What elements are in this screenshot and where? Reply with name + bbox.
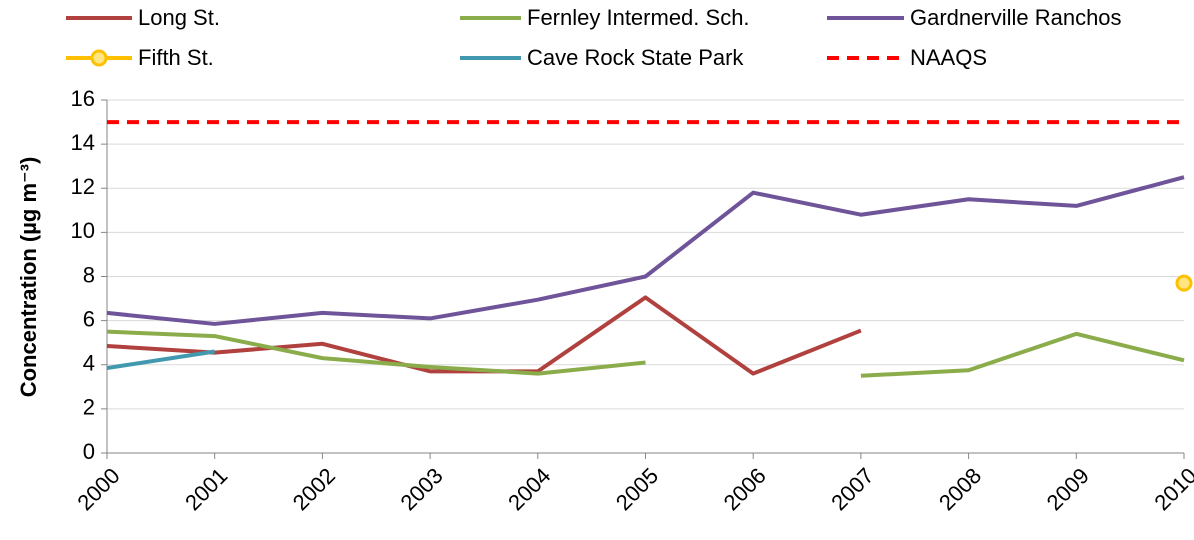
legend-marker <box>90 49 108 67</box>
legend-label: Fernley Intermed. Sch. <box>527 5 750 30</box>
legend-label: Long St. <box>138 5 220 30</box>
y-tick-label: 14 <box>71 130 95 155</box>
legend-label: Fifth St. <box>138 45 214 70</box>
x-tick-label: 2008 <box>934 463 986 515</box>
y-tick-label: 4 <box>83 351 95 376</box>
y-tick-label: 6 <box>83 306 95 331</box>
y-tick-label: 8 <box>83 262 95 287</box>
x-tick-label: 2001 <box>180 463 232 515</box>
y-tick-label: 0 <box>83 439 95 464</box>
x-tick-label: 2004 <box>503 463 555 515</box>
series-line <box>106 175 1185 326</box>
y-axis-label: Concentration (µg m⁻³) <box>16 157 41 398</box>
x-tick-label: 2007 <box>826 463 878 515</box>
legend-label: Gardnerville Ranchos <box>910 5 1122 30</box>
x-tick-label: 2010 <box>1149 463 1194 515</box>
x-tick-label: 2006 <box>719 463 771 515</box>
x-tick-label: 2002 <box>288 463 340 515</box>
x-tick-label: 2003 <box>395 463 447 515</box>
y-tick-label: 10 <box>71 218 95 243</box>
legend-label: Cave Rock State Park <box>527 45 744 70</box>
y-tick-label: 12 <box>71 174 95 199</box>
x-tick-label: 2009 <box>1042 463 1094 515</box>
marker <box>1175 274 1193 292</box>
series-line <box>106 329 1185 378</box>
legend-label: NAAQS <box>910 45 987 70</box>
x-tick-label: 2005 <box>611 463 663 515</box>
y-tick-label: 2 <box>83 395 95 420</box>
x-tick-label: 2000 <box>72 463 124 515</box>
series-line <box>106 349 216 371</box>
y-tick-label: 16 <box>71 86 95 111</box>
